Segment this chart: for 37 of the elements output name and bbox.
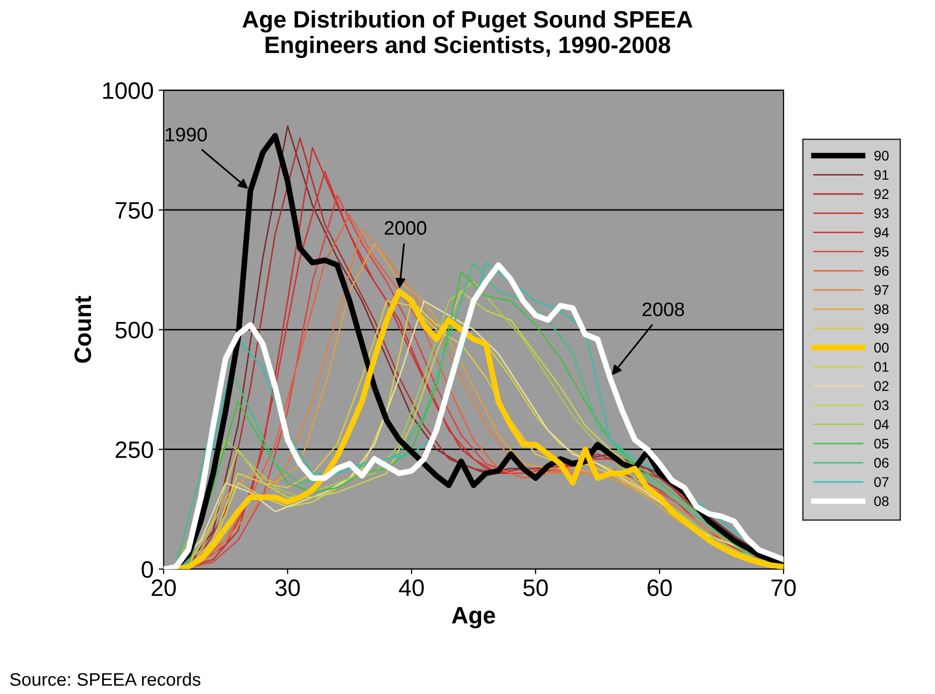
legend-label: 95 — [874, 246, 889, 257]
y-tick-label: 500 — [115, 322, 153, 338]
y-tick-label: 750 — [116, 202, 153, 219]
legend-label: 01 — [874, 362, 888, 372]
legend-label: 05 — [874, 438, 889, 449]
x-tick-label: 30 — [275, 579, 300, 596]
legend-label: 07 — [874, 477, 888, 487]
legend-label: 94 — [874, 228, 889, 238]
legend-label: 02 — [874, 381, 888, 391]
x-tick-label: 50 — [523, 579, 548, 596]
legend-label: 92 — [874, 189, 888, 199]
legend-label: 98 — [874, 304, 889, 314]
legend-label: 97 — [874, 285, 888, 295]
y-tick-label: 1000 — [103, 82, 153, 100]
x-axis-title: Age — [452, 607, 496, 628]
legend-label: 93 — [874, 208, 889, 218]
chart-title: Age Distribution of Puget Sound SPEEA Engineers and Scientists, 1990-2008 — [242, 10, 692, 58]
legend-label: 08 — [874, 496, 889, 506]
legend-label: 91 — [874, 170, 888, 180]
legend-label: 96 — [874, 266, 889, 276]
y-tick-label: 0 — [142, 561, 153, 578]
legend-label: 99 — [874, 324, 888, 334]
annotation: 2008 — [642, 302, 684, 316]
x-tick-label: 70 — [772, 579, 796, 596]
source-note: Source: SPEEA records — [10, 672, 200, 686]
x-tick-label: 20 — [152, 579, 176, 596]
x-tick-label: 40 — [399, 579, 424, 596]
legend-label: 00 — [874, 342, 889, 353]
legend-label: 03 — [874, 400, 889, 410]
x-tick-label: 60 — [648, 579, 672, 596]
legend-label: 06 — [874, 458, 889, 468]
y-tick-label: 250 — [116, 441, 153, 458]
annotation: 1990 — [166, 128, 207, 142]
legend-label: 04 — [874, 420, 889, 430]
legend-label: 90 — [874, 150, 889, 161]
annotation: 2000 — [384, 221, 426, 235]
y-axis-title: Count — [74, 296, 92, 363]
